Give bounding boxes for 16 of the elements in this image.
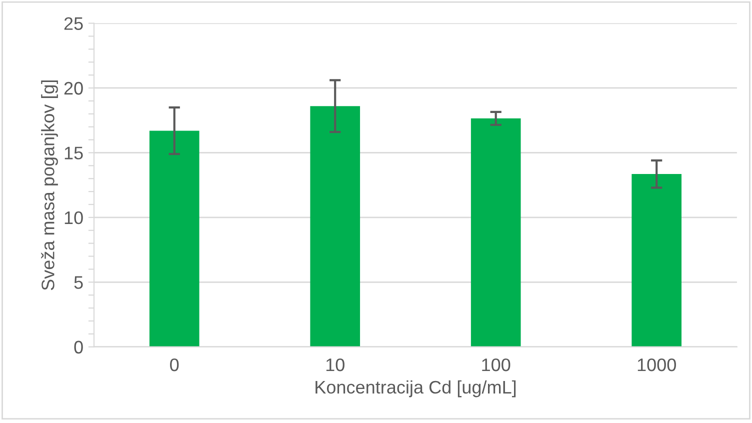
bar <box>632 174 682 347</box>
y-tick-label: 10 <box>64 211 83 224</box>
x-tick-label: 100 <box>482 358 510 372</box>
y-tick-label: 0 <box>74 340 83 354</box>
y-tick-label: 15 <box>64 146 83 160</box>
y-tick-label: 20 <box>64 82 83 95</box>
x-tick-label: 0 <box>170 358 179 372</box>
x-tick-label: 1000 <box>638 358 676 372</box>
y-axis-title: Sveža masa poganjkov [g] <box>41 80 58 290</box>
bar <box>470 118 521 347</box>
x-axis-title: Koncentracija Cd [ug/mL] <box>316 380 516 398</box>
y-tick-label: 25 <box>64 17 83 30</box>
x-tick-label: 10 <box>326 358 344 372</box>
bar <box>310 106 360 347</box>
bar <box>149 130 200 347</box>
y-tick-label: 5 <box>74 276 83 289</box>
